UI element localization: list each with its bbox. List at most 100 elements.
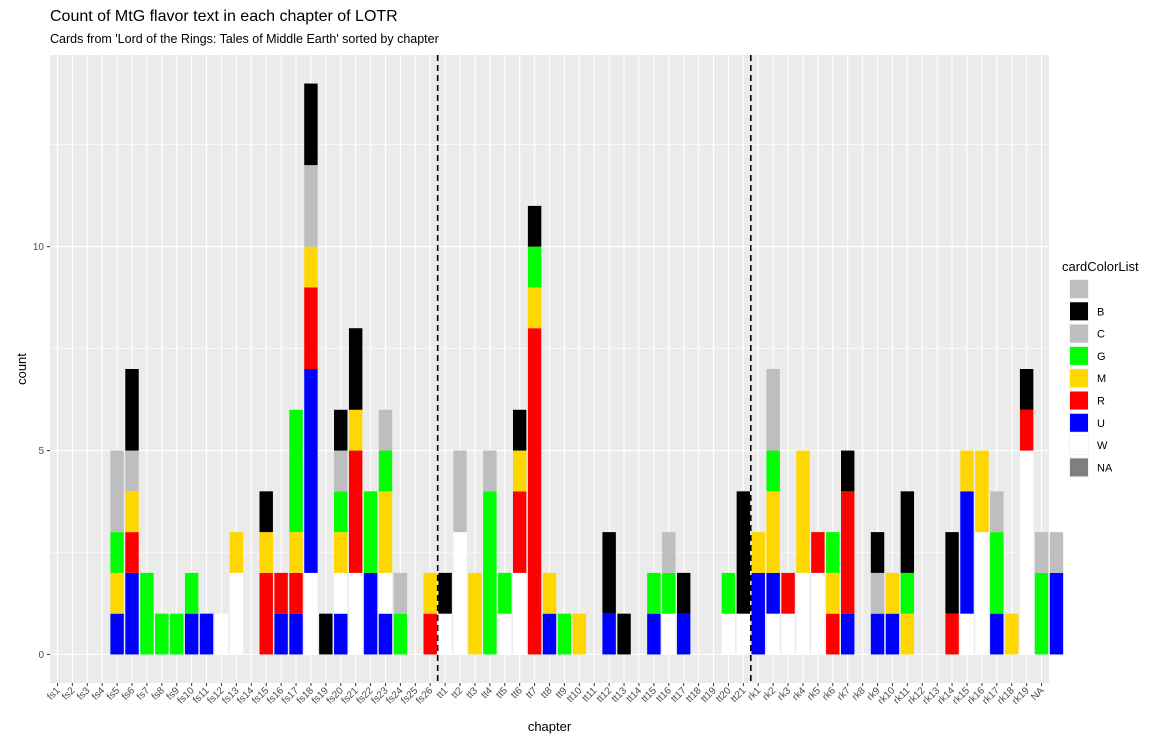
bar-segment bbox=[453, 532, 467, 655]
bar-segment bbox=[125, 532, 139, 573]
bar-segment bbox=[736, 613, 751, 655]
bar-segment bbox=[960, 450, 974, 492]
bar-segment bbox=[826, 613, 840, 655]
x-tick-label: tt5 bbox=[494, 685, 510, 701]
bar-segment bbox=[125, 491, 139, 533]
bar-segment bbox=[304, 572, 318, 655]
bar-segment bbox=[572, 613, 587, 655]
legend-label: W bbox=[1097, 440, 1108, 452]
bar-segment bbox=[363, 491, 378, 573]
legend-label: C bbox=[1097, 329, 1105, 341]
y-tick-label: 10 bbox=[33, 242, 45, 253]
bar-segment bbox=[363, 572, 378, 655]
bar-segment bbox=[498, 572, 512, 614]
bar-segment bbox=[542, 572, 557, 614]
legend-key bbox=[1070, 280, 1088, 298]
bar-segment bbox=[289, 409, 303, 533]
bar-segment bbox=[1019, 369, 1034, 410]
bar-segment bbox=[990, 532, 1004, 614]
bar-segment bbox=[259, 532, 273, 573]
bar-segment bbox=[289, 532, 303, 573]
bar-segment bbox=[512, 409, 527, 451]
x-tick-label: tt6 bbox=[509, 685, 525, 701]
bar-segment bbox=[512, 491, 527, 573]
bar-segment bbox=[796, 572, 810, 655]
bar-segment bbox=[304, 246, 318, 288]
bar-segment bbox=[766, 572, 780, 614]
bar-segment bbox=[766, 491, 780, 573]
x-tick-label: fs26 bbox=[414, 685, 435, 706]
bar-segment bbox=[990, 491, 1004, 533]
legend-key bbox=[1070, 413, 1088, 432]
bar-segment bbox=[304, 369, 318, 573]
bar-segment bbox=[796, 450, 810, 573]
bar-segment bbox=[736, 491, 751, 614]
legend-key bbox=[1070, 436, 1088, 455]
bar-segment bbox=[811, 572, 825, 655]
bar-segment bbox=[483, 450, 497, 492]
bar-segment bbox=[960, 613, 974, 655]
bar-segment bbox=[334, 613, 348, 655]
bar-segment bbox=[781, 613, 795, 655]
bar-segment bbox=[259, 491, 273, 533]
x-tick-label: tt1 bbox=[435, 685, 451, 701]
bar-segment bbox=[527, 205, 542, 247]
bar-segment bbox=[140, 572, 154, 655]
bar-segment bbox=[885, 572, 900, 614]
bar-segment bbox=[348, 328, 363, 410]
bar-segment bbox=[229, 532, 244, 573]
y-axis: 0 5 10 bbox=[33, 242, 50, 661]
bar-segment bbox=[393, 572, 408, 614]
legend-key bbox=[1070, 346, 1088, 365]
bar-segment bbox=[423, 613, 437, 655]
bar-segment bbox=[1049, 572, 1064, 655]
bar-segment bbox=[453, 450, 467, 533]
chart-subtitle: Cards from 'Lord of the Rings: Tales of … bbox=[50, 32, 439, 46]
bar-segment bbox=[214, 613, 229, 655]
bar-segment bbox=[900, 572, 915, 614]
bar-segment bbox=[542, 613, 557, 655]
bar-segment bbox=[527, 287, 542, 329]
bar-segment bbox=[334, 572, 348, 614]
legend-label: M bbox=[1097, 373, 1106, 385]
bar-segment bbox=[468, 572, 482, 655]
bar-segment bbox=[721, 613, 736, 655]
bar-segment bbox=[483, 491, 497, 655]
bar-segment bbox=[885, 613, 900, 655]
bar-segment bbox=[1019, 409, 1034, 451]
bar-segment bbox=[289, 613, 303, 655]
bar-segment bbox=[378, 450, 393, 492]
bar-segment bbox=[840, 491, 855, 614]
bar-segment bbox=[811, 532, 825, 573]
bar-segment bbox=[840, 613, 855, 655]
legend-label: B bbox=[1097, 306, 1104, 318]
y-tick-label: 5 bbox=[38, 446, 44, 457]
bar-segment bbox=[304, 287, 318, 369]
bar-segment bbox=[199, 613, 214, 655]
bar-segment bbox=[1034, 532, 1049, 573]
bar-segment bbox=[319, 613, 333, 655]
bar-segment bbox=[990, 613, 1004, 655]
legend-label: G bbox=[1097, 351, 1106, 363]
bar-segment bbox=[378, 409, 393, 451]
bar-segment bbox=[438, 613, 452, 655]
y-axis-title: count bbox=[14, 353, 29, 385]
bar-segment bbox=[184, 613, 199, 655]
bar-segment bbox=[274, 613, 288, 655]
bar-segment bbox=[870, 572, 885, 614]
bar-segment bbox=[110, 532, 124, 573]
bar-segment bbox=[184, 572, 199, 614]
bar-segment bbox=[1019, 450, 1034, 655]
x-tick-label: tt4 bbox=[479, 685, 495, 701]
bar-segment bbox=[617, 613, 631, 655]
bar-segment bbox=[751, 532, 765, 573]
bar-segment bbox=[1049, 532, 1064, 573]
bar-segment bbox=[766, 450, 780, 492]
bar-segment bbox=[766, 613, 780, 655]
bar-segment bbox=[229, 572, 244, 655]
legend-key bbox=[1070, 458, 1088, 477]
bar-segment bbox=[1005, 613, 1019, 655]
bar-segment bbox=[662, 572, 676, 614]
bar-segment bbox=[438, 572, 452, 614]
legend-key bbox=[1070, 391, 1088, 410]
